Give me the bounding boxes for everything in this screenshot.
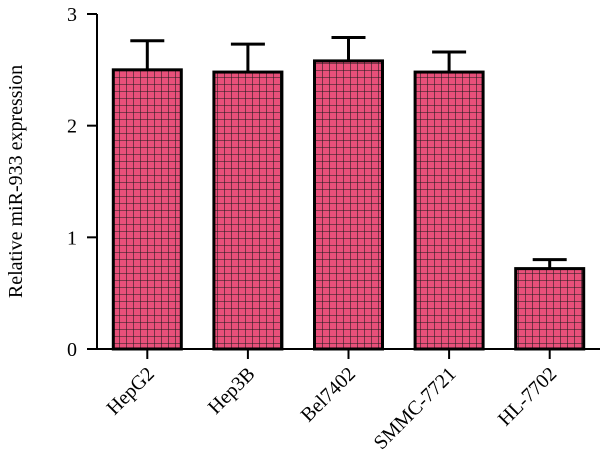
bars xyxy=(111,35,586,351)
bar-bel7402 xyxy=(313,59,384,351)
y-axis: 0 1 2 3 xyxy=(67,4,98,361)
y-tick-label: 3 xyxy=(67,4,77,26)
bar-hl-7702 xyxy=(514,267,586,351)
x-tick-label: SMMC-7721 xyxy=(370,363,461,454)
bar-smmc-7721 xyxy=(413,70,485,351)
x-tick-label: Hep3B xyxy=(204,363,260,419)
x-axis: HepG2 Hep3B Bel7402 SMMC-7721 HL-7702 xyxy=(97,348,600,454)
y-tick-label: 0 xyxy=(67,339,77,361)
x-tick-label: Bel7402 xyxy=(297,363,360,426)
bar-hep3b xyxy=(212,70,284,351)
y-tick-label: 1 xyxy=(67,227,77,249)
x-tick-label: HepG2 xyxy=(102,363,158,419)
y-tick-label: 2 xyxy=(67,116,77,138)
y-axis-title: Relative miR-933 expression xyxy=(5,65,27,298)
x-tick-label: HL-7702 xyxy=(494,363,561,430)
bar-hepg2 xyxy=(111,68,183,351)
